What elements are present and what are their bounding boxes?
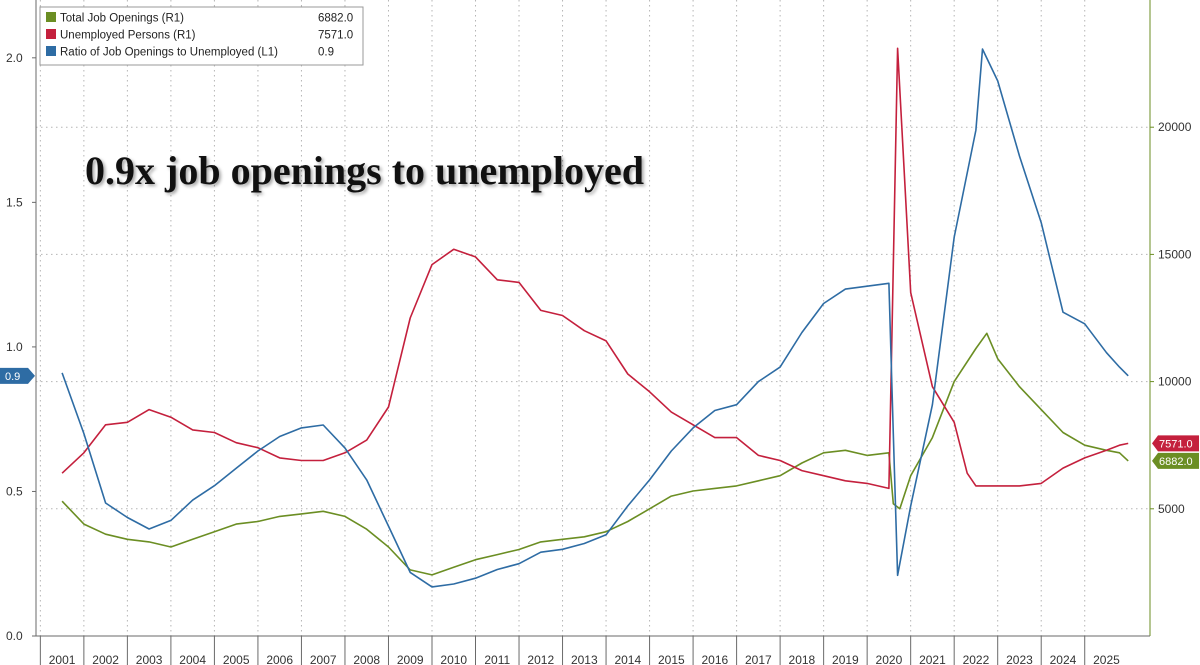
job-openings-value-tag — [1152, 452, 1199, 469]
series-line-ratio — [61, 48, 1129, 588]
series-layer — [61, 47, 1129, 588]
x-tick-label: 2010 — [440, 653, 467, 665]
legend-box — [39, 6, 364, 66]
legend-label: Total Job Openings (R1) — [60, 13, 184, 25]
x-tick-label: 2022 — [963, 653, 990, 665]
unemployed-value-tag — [1152, 435, 1199, 452]
series-line-unemployed — [61, 47, 1129, 490]
x-tick-label: 2005 — [223, 653, 250, 665]
x-tick-label: 2017 — [745, 653, 772, 665]
series-line-job-openings — [61, 332, 1129, 576]
right-tick-label: 15000 — [1158, 247, 1192, 261]
x-tick-label: 2015 — [658, 653, 685, 665]
x-tick-label: 2019 — [832, 653, 859, 665]
left-tick-label: 2.0 — [6, 51, 23, 65]
x-tick-label: 2007 — [310, 653, 337, 665]
right-tick-label: 20000 — [1158, 120, 1192, 134]
x-tick-label: 2024 — [1050, 653, 1077, 665]
x-tick-label: 2021 — [919, 653, 946, 665]
legend-value: 6882.0 — [318, 13, 353, 25]
legend-value: 0.9 — [318, 47, 334, 59]
value-tags: 0.9 7571.0 6882.0 — [0, 367, 1199, 469]
chart-annotation: 0.9x job openings to unemployed — [85, 148, 644, 193]
job-openings-value-text: 6882.0 — [1159, 456, 1193, 468]
x-tick-label: 2014 — [614, 653, 641, 665]
x-tick-label: 2006 — [266, 653, 293, 665]
x-tick-label: 2012 — [527, 653, 554, 665]
x-tick-label: 2011 — [484, 653, 510, 665]
right-tick-label: 10000 — [1158, 375, 1192, 389]
ratio-value-text: 0.9 — [5, 371, 20, 383]
legend-value: 7571.0 — [318, 30, 353, 42]
grid-layer — [36, 0, 1150, 636]
ratio-value-tag — [0, 367, 35, 384]
legend-swatch — [46, 46, 56, 56]
x-tick-label: 2004 — [179, 653, 206, 665]
x-tick-label: 2002 — [92, 653, 119, 665]
left-tick-label: 1.5 — [6, 195, 23, 209]
legend-label: Unemployed Persons (R1) — [60, 30, 196, 42]
legend: Total Job Openings (R1) 6882.0 Unemployed … — [39, 6, 364, 66]
x-tick-label: 2016 — [701, 653, 728, 665]
x-tick-label: 2018 — [789, 653, 816, 665]
x-tick-label: 2009 — [397, 653, 424, 665]
x-tick-label: 2025 — [1093, 653, 1120, 665]
x-tick-label: 2023 — [1006, 653, 1033, 665]
x-tick-label: 2008 — [353, 653, 380, 665]
legend-label: Ratio of Job Openings to Unemployed (L1) — [60, 47, 278, 59]
axis-layer: 2001 2002 2003 2004 2005 2006 2007 2008 2009 2010… — [6, 0, 1192, 665]
left-tick-label: 0.5 — [6, 484, 23, 498]
x-tick-label: 2001 — [49, 653, 76, 665]
right-tick-label: 5000 — [1158, 502, 1185, 516]
x-tick-label: 2020 — [876, 653, 903, 665]
unemployed-value-text: 7571.0 — [1159, 438, 1193, 450]
legend-swatch — [46, 12, 56, 22]
x-tick-label: 2003 — [136, 653, 163, 665]
legend-swatch — [46, 29, 56, 39]
x-tick-label: 2013 — [571, 653, 598, 665]
left-tick-label: 1.0 — [6, 340, 23, 354]
left-tick-label: 0.0 — [6, 629, 23, 643]
